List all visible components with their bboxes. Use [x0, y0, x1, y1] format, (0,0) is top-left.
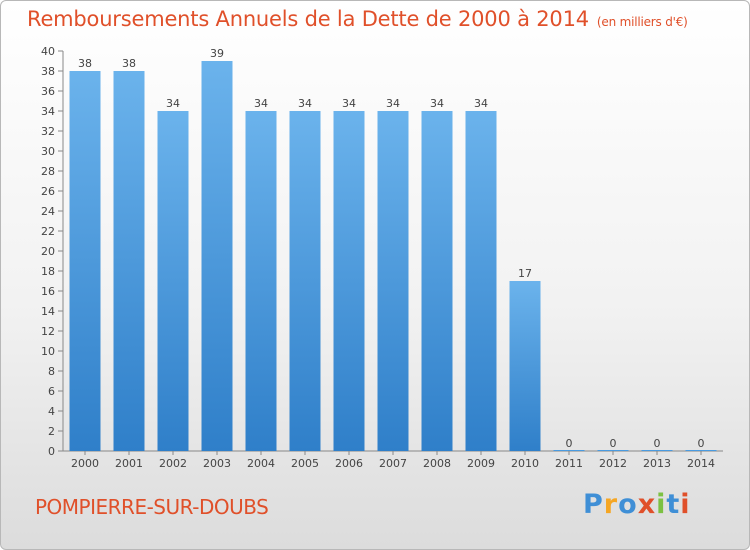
- y-tick-label: 12: [41, 325, 55, 338]
- y-tick-label: 34: [41, 105, 55, 118]
- y-tick-label: 20: [41, 245, 55, 258]
- data-label: 34: [342, 97, 356, 110]
- chart-subtitle: (en milliers d'€): [596, 15, 688, 29]
- data-label: 39: [210, 47, 224, 60]
- logo-letter: P: [583, 489, 604, 520]
- x-tick-label: 2013: [643, 457, 671, 470]
- proxiti-logo: Proxiti: [583, 489, 691, 520]
- bar: [597, 450, 629, 451]
- data-label: 34: [474, 97, 488, 110]
- data-label: 34: [430, 97, 444, 110]
- y-tick-label: 0: [48, 445, 55, 458]
- bar: [377, 111, 409, 451]
- y-tick-label: 30: [41, 145, 55, 158]
- bar: [465, 111, 497, 451]
- x-tick-label: 2012: [599, 457, 627, 470]
- chart-title: Remboursements Annuels de la Dette de 20…: [27, 7, 688, 31]
- x-tick-label: 2006: [335, 457, 363, 470]
- data-label: 34: [166, 97, 180, 110]
- bar: [245, 111, 277, 451]
- y-tick-label: 28: [41, 165, 55, 178]
- y-tick-label: 4: [48, 405, 55, 418]
- y-tick-label: 36: [41, 85, 55, 98]
- x-tick-label: 2014: [687, 457, 715, 470]
- bar: [685, 450, 717, 451]
- data-label: 38: [78, 57, 92, 70]
- data-label: 0: [566, 437, 573, 450]
- x-tick-label: 2009: [467, 457, 495, 470]
- logo-letter: o: [618, 489, 638, 520]
- x-tick-label: 2003: [203, 457, 231, 470]
- y-tick-label: 2: [48, 425, 55, 438]
- y-tick-label: 38: [41, 65, 55, 78]
- logo-letter: x: [637, 489, 657, 520]
- y-tick-label: 26: [41, 185, 55, 198]
- bar: [553, 450, 585, 451]
- data-label: 34: [254, 97, 268, 110]
- x-tick-label: 2010: [511, 457, 539, 470]
- data-label: 0: [654, 437, 661, 450]
- data-label: 17: [518, 267, 532, 280]
- y-tick-label: 18: [41, 265, 55, 278]
- data-label: 0: [610, 437, 617, 450]
- y-tick-label: 10: [41, 345, 55, 358]
- bar: [421, 111, 453, 451]
- logo-letter: r: [603, 489, 619, 520]
- logo-letter: i: [656, 489, 667, 520]
- bar: [333, 111, 365, 451]
- y-tick-label: 40: [41, 45, 55, 58]
- y-tick-label: 14: [41, 305, 55, 318]
- x-tick-label: 2005: [291, 457, 319, 470]
- bar: [113, 71, 145, 451]
- bar: [157, 111, 189, 451]
- data-label: 34: [386, 97, 400, 110]
- bar: [69, 71, 101, 451]
- logo-letter: t: [666, 489, 681, 520]
- data-label: 38: [122, 57, 136, 70]
- y-tick-label: 22: [41, 225, 55, 238]
- x-tick-label: 2001: [115, 457, 143, 470]
- data-label: 34: [298, 97, 312, 110]
- y-tick-label: 24: [41, 205, 55, 218]
- y-tick-label: 16: [41, 285, 55, 298]
- y-tick-label: 6: [48, 385, 55, 398]
- x-tick-label: 2011: [555, 457, 583, 470]
- y-tick-label: 32: [41, 125, 55, 138]
- bar: [509, 281, 541, 451]
- title-text: Remboursements Annuels de la Dette de 20…: [27, 7, 589, 31]
- bar: [641, 450, 673, 451]
- x-tick-label: 2002: [159, 457, 187, 470]
- logo-letter: i: [680, 489, 691, 520]
- commune-name: POMPIERRE-SUR-DOUBS: [35, 495, 269, 519]
- y-tick-label: 8: [48, 365, 55, 378]
- bar: [201, 61, 233, 451]
- x-tick-label: 2004: [247, 457, 275, 470]
- x-tick-label: 2000: [71, 457, 99, 470]
- data-label: 0: [698, 437, 705, 450]
- x-tick-label: 2008: [423, 457, 451, 470]
- x-tick-label: 2007: [379, 457, 407, 470]
- bar: [289, 111, 321, 451]
